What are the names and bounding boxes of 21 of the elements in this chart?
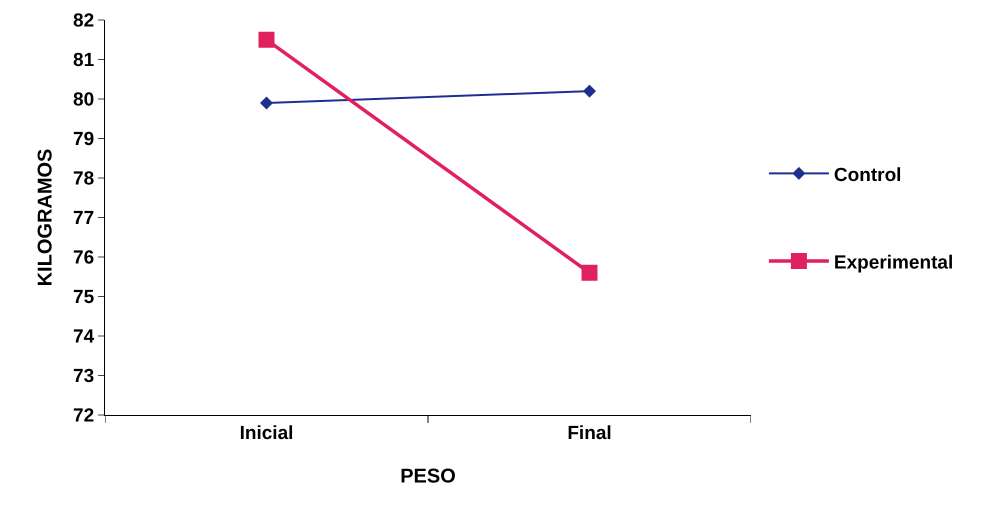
y-tick-label: 78	[73, 168, 94, 190]
y-tick-label: 73	[73, 366, 94, 388]
legend-label: Experimental	[834, 252, 954, 274]
y-tick-label: 72	[73, 406, 94, 427]
y-tick-label: 81	[73, 50, 95, 72]
y-tick-label: 76	[73, 248, 94, 269]
y-tick-label: 77	[73, 208, 94, 230]
point	[583, 84, 596, 98]
x-axis-title: PESO	[400, 465, 456, 488]
x-tick-label: Final	[567, 422, 612, 444]
point	[582, 264, 598, 281]
y-tick-label: 74	[73, 326, 95, 348]
y-tick-label: 82	[73, 10, 94, 32]
y-tick-label: 75	[73, 287, 95, 308]
point	[260, 96, 273, 110]
legend-label: Control	[834, 164, 902, 186]
y-tick-label: 80	[73, 90, 94, 111]
point	[258, 32, 274, 48]
y-axis-title: KILOGRAMOS	[34, 148, 57, 286]
y-tick-label: 79	[73, 129, 94, 150]
x-tick-label: Inicial	[240, 422, 294, 444]
